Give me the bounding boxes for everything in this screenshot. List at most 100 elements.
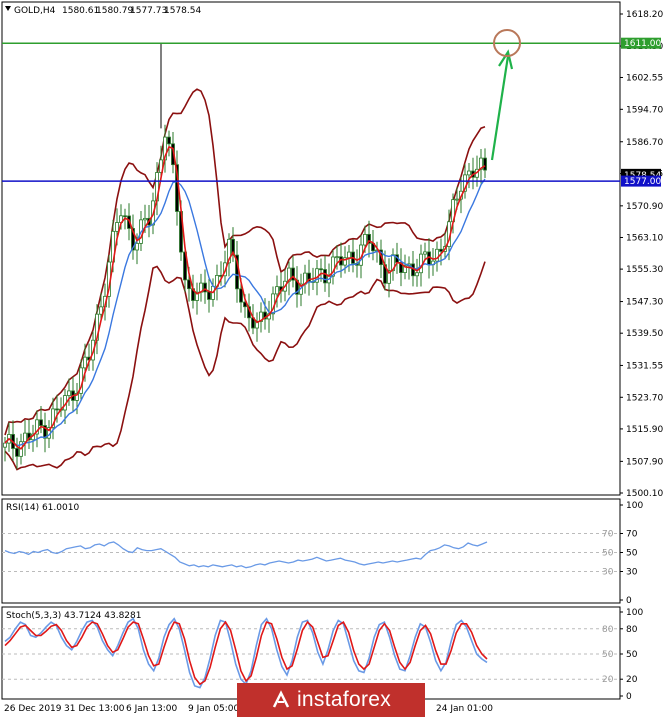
candle-body (203, 282, 207, 293)
price-tick-label: 1586.70 (626, 138, 663, 148)
candle-body (335, 256, 339, 259)
dropdown-triangle-icon[interactable] (5, 6, 11, 11)
indicator-tick-label: 0 (626, 692, 632, 702)
candle-body (483, 157, 487, 171)
price-tick-label: 1570.90 (626, 202, 663, 212)
indicator-tick-label: 50 (626, 650, 638, 660)
candle-body (323, 269, 327, 284)
candle-body (167, 136, 171, 145)
candle-body (3, 442, 7, 448)
candle-body (195, 291, 199, 301)
candle-body (423, 251, 427, 255)
candle-body (367, 233, 371, 244)
candle-body (15, 448, 19, 457)
candle-body (123, 215, 127, 218)
price-tick-label: 1523.70 (626, 393, 663, 403)
indicator-level-label: 70 (602, 530, 614, 540)
candlestick-series (3, 43, 487, 470)
indicator-tick-label: 0 (626, 596, 632, 606)
target-price-tag: 1611.00 (621, 37, 661, 49)
candle-body (263, 311, 267, 320)
candle-body (131, 228, 135, 251)
candle-body (39, 419, 43, 426)
price-tick-label: 1602.55 (626, 73, 663, 83)
bollinger-lower-band (4, 261, 486, 471)
support-price-tag: 1577.00 (621, 175, 661, 187)
candle-body (455, 198, 459, 201)
price-tick-label: 1547.30 (626, 298, 663, 308)
chart-header: GOLD,H4 1580.61 1580.79 1577.73 1578.54 (5, 6, 201, 16)
candle-body (99, 306, 103, 315)
candle-body (35, 419, 39, 435)
candle-body (43, 425, 47, 439)
candle-body (187, 279, 191, 290)
main-price-pane[interactable] (1, 1, 621, 496)
instaforex-watermark: instaforex (237, 683, 425, 717)
candle-body (467, 170, 471, 176)
candle-body (275, 286, 279, 295)
indicator-level-label: 30 (602, 568, 614, 578)
indicator-tick-label: 80 (626, 625, 638, 635)
time-label-3: 6 Jan 13:00 (126, 704, 178, 714)
svg-text:1577.00: 1577.00 (624, 177, 661, 187)
price-axis: 1618.201610.301602.551594.701586.701578.… (620, 10, 663, 499)
open-value: 1580.61 (62, 6, 99, 16)
forecast-arrow (490, 49, 514, 161)
candle-body (319, 268, 323, 271)
candle-body (231, 238, 235, 256)
candle-body (239, 288, 243, 303)
indicator-tick-label: 100 (626, 608, 643, 618)
watermark-text: instaforex (296, 688, 392, 711)
candle-body (419, 253, 423, 274)
indicator-level-label: 50 (602, 650, 614, 660)
stochastic-lines: 80 50 20 (2, 617, 620, 689)
candle-body (439, 248, 443, 252)
stoch-signal-series (4, 620, 488, 686)
price-tick-label: 1594.70 (626, 105, 663, 115)
price-tick-label: 1618.20 (626, 10, 663, 20)
rsi-label: RSI(14) 61.0010 (6, 503, 79, 513)
price-tick-label: 1500.10 (626, 489, 663, 499)
indicator-level-label: 20 (602, 675, 614, 685)
candle-body (135, 242, 139, 251)
candle-body (259, 311, 263, 322)
rsi-axis: 100 70 50 30 0 (620, 501, 643, 606)
slow-moving-average (4, 178, 486, 447)
time-label-5: 24 Jan 01:00 (436, 704, 493, 714)
candle-body (115, 222, 119, 232)
candle-body (67, 390, 71, 396)
candle-body (227, 238, 231, 264)
rsi-line: 70 50 30 (2, 530, 620, 578)
stoch-label: Stoch(5,3,3) 43.7124 43.8281 (6, 611, 141, 621)
svg-text:1611.00: 1611.00 (624, 39, 661, 49)
price-tick-label: 1507.90 (626, 457, 663, 467)
indicator-level-label: 50 (602, 549, 614, 559)
candle-body (83, 356, 87, 369)
time-label-2: 31 Dec 13:00 (64, 704, 125, 714)
symbol-label: GOLD,H4 (14, 6, 56, 16)
target-circle[interactable] (493, 29, 521, 57)
moving-averages (4, 145, 486, 450)
indicator-tick-label: 30 (626, 568, 638, 578)
candle-body (331, 256, 335, 277)
time-label-1: 26 Dec 2019 (4, 704, 62, 714)
price-tick-label: 1515.90 (626, 425, 663, 435)
candle-body (387, 270, 391, 284)
candle-body (307, 272, 311, 282)
candle-body (403, 265, 407, 273)
candle-body (399, 262, 403, 273)
close-value: 1578.54 (164, 6, 201, 16)
price-tick-label: 1555.30 (626, 265, 663, 275)
instaforex-logo-icon (271, 690, 291, 710)
indicator-tick-label: 100 (626, 501, 643, 511)
rsi-pane[interactable] (1, 498, 621, 604)
candle-body (363, 233, 367, 246)
candle-body (55, 408, 59, 411)
indicator-tick-label: 20 (626, 675, 638, 685)
candle-body (347, 251, 351, 259)
price-tick-label: 1531.55 (626, 361, 663, 371)
candle-body (291, 267, 295, 281)
candle-body (143, 217, 147, 221)
candle-body (415, 272, 419, 277)
